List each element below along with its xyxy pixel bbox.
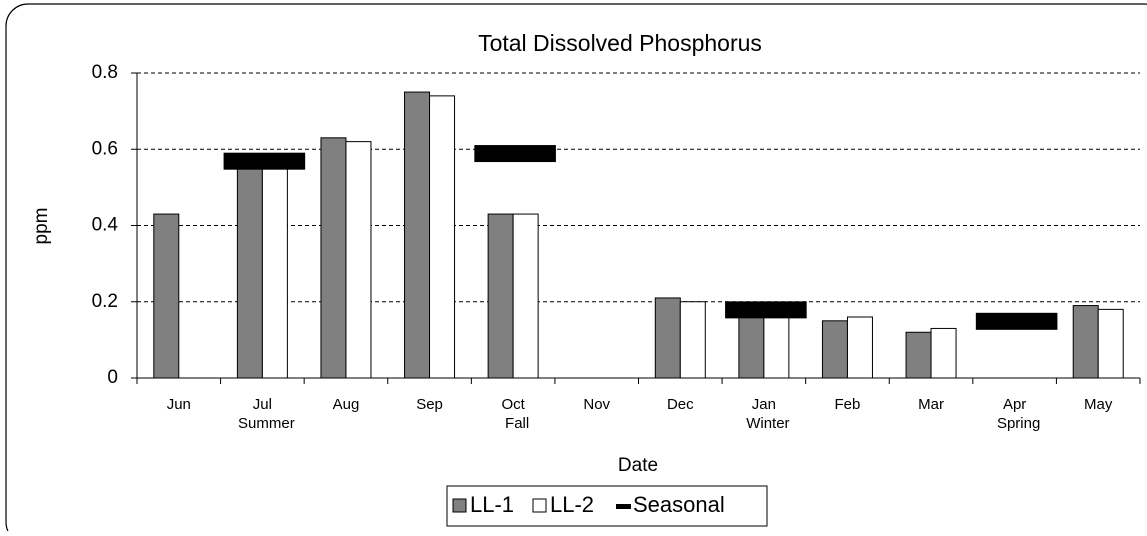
y-axis-label: ppm <box>31 208 52 245</box>
legend-box <box>446 485 768 527</box>
bar <box>930 327 957 379</box>
x-tick-label: Dec <box>667 396 694 413</box>
bar <box>1097 308 1124 379</box>
y-tick-label: 0.4 <box>92 215 119 236</box>
y-tick-label: 0 <box>107 367 118 388</box>
x-tick-label: Feb <box>835 396 861 413</box>
x-tick-label: Jan <box>752 396 776 413</box>
y-tick-label: 0.8 <box>92 62 118 83</box>
bar <box>654 297 681 379</box>
legend-swatch <box>532 498 547 513</box>
x-tick-label: Sep <box>416 396 443 413</box>
x-tick-label: Oct <box>501 396 525 413</box>
bar <box>905 331 932 379</box>
bar <box>487 213 514 379</box>
chart-border <box>5 3 1147 536</box>
x-tick-label: Jun <box>167 396 191 413</box>
x-tick-sublabel: Summer <box>238 415 295 432</box>
bar <box>763 312 790 379</box>
legend-swatch <box>616 504 631 509</box>
x-tick-sublabel: Winter <box>746 415 789 432</box>
seasonal-bar <box>223 152 306 170</box>
x-tick-label: May <box>1084 396 1113 413</box>
x-tick-sublabel: Spring <box>997 415 1040 432</box>
bar <box>738 312 765 379</box>
x-tick-label: Aug <box>333 396 360 413</box>
bar <box>153 213 180 379</box>
bar <box>679 301 706 379</box>
x-tick-label: Apr <box>1003 396 1026 413</box>
x-tick-label: Nov <box>583 396 610 413</box>
seasonal-bar <box>725 301 807 319</box>
y-tick-label: 0.2 <box>92 291 118 312</box>
x-axis-label: Date <box>618 455 658 476</box>
bar <box>345 141 372 379</box>
bar <box>1072 305 1099 379</box>
bar <box>261 164 288 379</box>
x-tick-label: Jul <box>253 396 272 413</box>
legend-label: LL-2 <box>550 492 594 517</box>
bar <box>429 95 456 379</box>
bar <box>320 137 347 379</box>
x-tick-sublabel: Fall <box>505 415 529 432</box>
bar <box>404 91 431 379</box>
legend-label: LL-1 <box>470 492 514 517</box>
bar <box>821 320 848 379</box>
seasonal-bar <box>975 312 1058 330</box>
bar <box>236 164 263 379</box>
x-tick-label: Mar <box>918 396 944 413</box>
legend-swatch <box>452 498 467 513</box>
bar <box>512 213 539 379</box>
bar <box>846 316 873 379</box>
y-tick-label: 0.6 <box>92 138 118 159</box>
chart-title: Total Dissolved Phosphorus <box>478 30 762 56</box>
legend-label: Seasonal <box>633 492 725 517</box>
seasonal-bar <box>474 145 556 163</box>
